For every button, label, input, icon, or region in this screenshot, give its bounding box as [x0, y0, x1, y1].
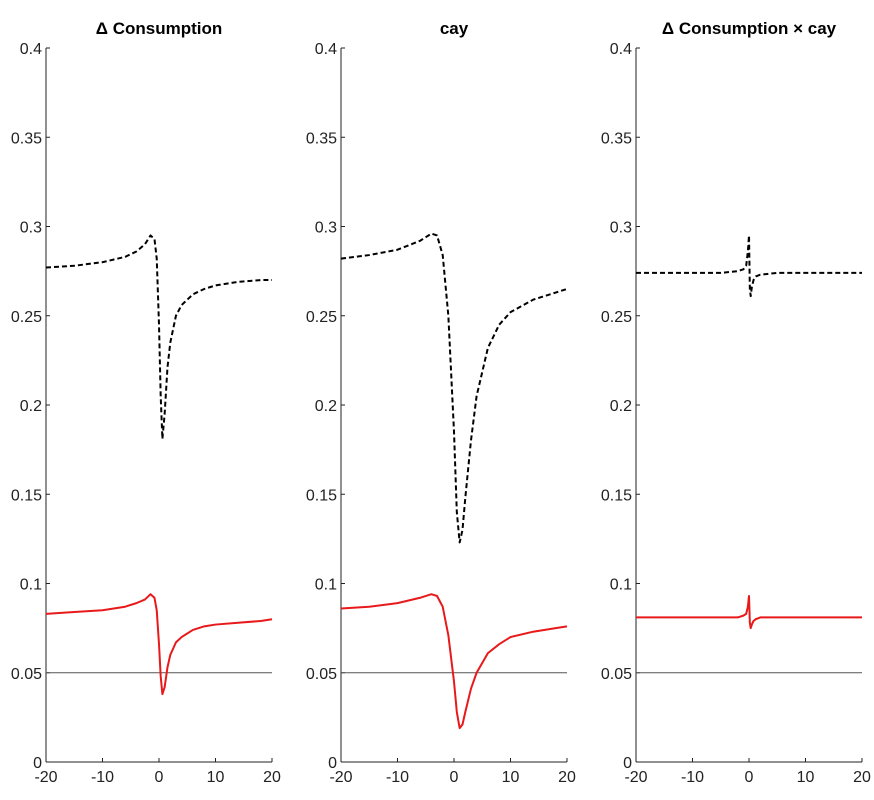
y-tick-label: 0.35 [601, 130, 632, 147]
panel-title: Δ Consumption × cay [662, 19, 837, 38]
y-tick-label: 0.25 [11, 309, 42, 326]
y-tick-label: 0.2 [315, 398, 337, 415]
y-tick-label: 0.3 [610, 220, 632, 237]
panel-title: Δ Consumption [96, 19, 222, 38]
solid-series-line [340, 593, 568, 730]
y-tick-label: 0.35 [11, 130, 42, 147]
x-tick-label: 20 [853, 769, 871, 786]
y-tick-label: 0 [33, 755, 42, 772]
panel-3: Δ Consumption × cay 0 0.05 0.1 0.15 0.2 0.25 0.… [601, 19, 871, 786]
x-tick-label: 10 [207, 769, 225, 786]
dashed-series-line [340, 232, 568, 544]
y-tick-label: 0.1 [20, 577, 42, 594]
y-tick-label: 0.35 [306, 130, 337, 147]
y-tick-label: 0.25 [601, 309, 632, 326]
x-tick-label: 0 [745, 769, 754, 786]
x-tick-label: -10 [681, 769, 704, 786]
x-tick-label: -10 [386, 769, 409, 786]
panel-1: Δ Consumption 0 0.05 0.1 0.15 0.2 0.25 0.3 0.35 0… [11, 19, 281, 786]
x-tick-label: -20 [34, 769, 57, 786]
x-tick-label: -20 [624, 769, 647, 786]
y-tick-label: 0.05 [306, 666, 337, 683]
dashed-series-line [636, 234, 862, 298]
y-tick-label: 0 [328, 755, 337, 772]
x-tick-label: 0 [155, 769, 164, 786]
y-tick-label: 0 [623, 755, 632, 772]
y-tick-label: 0.2 [610, 398, 632, 415]
y-tick-label: 0.2 [20, 398, 42, 415]
y-tick-label: 0.1 [315, 577, 337, 594]
y-tick-label: 0.1 [610, 577, 632, 594]
y-tick-label: 0.4 [315, 41, 337, 58]
y-tick-label: 0.05 [601, 666, 632, 683]
x-tick-label: 20 [558, 769, 576, 786]
y-tick-label: 0.4 [20, 41, 42, 58]
x-tick-label: 10 [502, 769, 520, 786]
y-tick-label: 0.25 [306, 309, 337, 326]
y-tick-label: 0.15 [306, 487, 337, 504]
panel-title: cay [440, 19, 469, 38]
y-tick-label: 0.4 [610, 41, 632, 58]
y-tick-label: 0.3 [315, 220, 337, 237]
solid-series-line [45, 593, 273, 696]
y-tick-label: 0.3 [20, 220, 42, 237]
x-tick-label: 0 [450, 769, 459, 786]
x-tick-label: 10 [797, 769, 815, 786]
dashed-series-line [45, 234, 272, 440]
panel-2: cay 0 0.05 0.1 0.15 0.2 0.25 0.3 0.35 0.4 -20 -10 0 1… [306, 19, 576, 786]
solid-series-line [636, 595, 862, 630]
x-tick-label: -20 [329, 769, 352, 786]
x-tick-label: -10 [91, 769, 114, 786]
y-tick-label: 0.15 [601, 487, 632, 504]
y-tick-label: 0.05 [11, 666, 42, 683]
x-tick-label: 20 [263, 769, 281, 786]
y-tick-label: 0.15 [11, 487, 42, 504]
